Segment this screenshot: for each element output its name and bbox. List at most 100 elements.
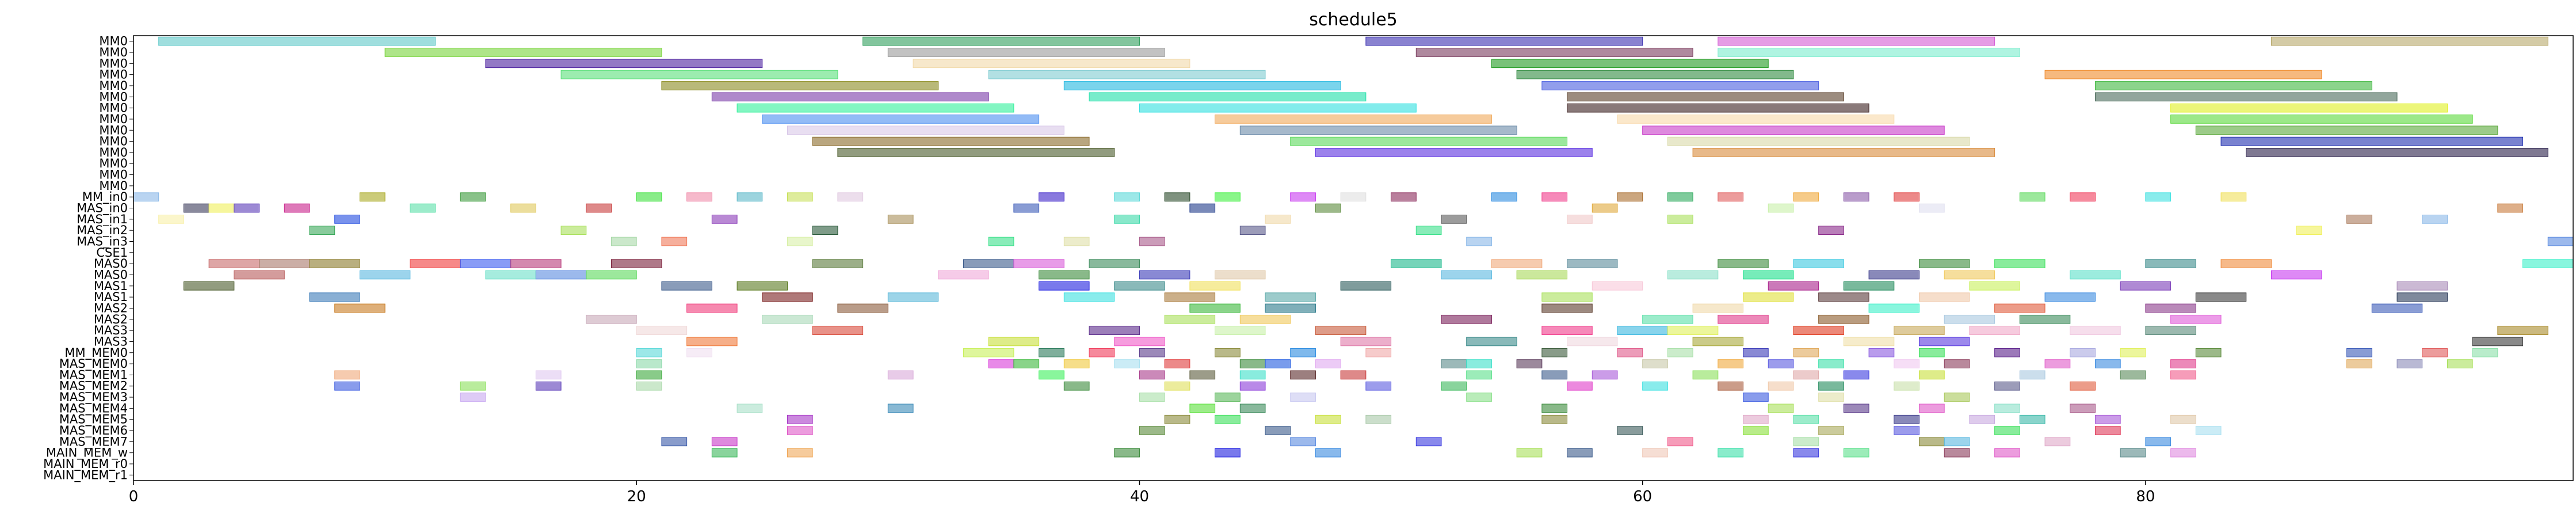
task-bar (1114, 359, 1140, 368)
task-bar (2170, 314, 2222, 324)
task-bar (1415, 48, 1693, 57)
task-bar (2346, 215, 2372, 224)
y-tick-label: MAIN_MEM_r0 (43, 457, 128, 471)
task-bar (334, 215, 360, 224)
task-bar (1994, 259, 2045, 269)
task-bar (1667, 192, 1693, 202)
task-bar (1617, 348, 1643, 357)
task-bar (1667, 348, 1693, 357)
task-bar (736, 192, 763, 202)
task-bar (1919, 370, 1945, 380)
task-bar (1919, 337, 1970, 346)
task-bar (1818, 359, 1844, 368)
task-bar (1642, 381, 1668, 391)
task-bar (2120, 370, 2146, 380)
task-bar (1868, 348, 1895, 357)
task-bar (2044, 359, 2071, 368)
task-bar (1667, 270, 1719, 280)
task-bar (1039, 370, 1064, 380)
task-bar (1265, 303, 1316, 313)
task-bar (234, 203, 260, 213)
task-bar (2472, 348, 2498, 357)
y-tick-label: MAS1 (94, 290, 128, 304)
task-bar (812, 226, 838, 235)
task-bar (1215, 115, 1492, 124)
task-bar (2019, 314, 2071, 324)
task-bar (1063, 359, 1090, 368)
task-bar (1089, 348, 1115, 357)
task-bar (1215, 414, 1241, 424)
task-bar (1667, 215, 1693, 224)
task-bar (2396, 292, 2448, 302)
task-bar (1189, 403, 1216, 413)
task-bar (1994, 426, 2020, 435)
y-tick-label: MAS_in3 (77, 235, 128, 249)
task-bar (1894, 192, 1920, 202)
task-bar (1441, 314, 1492, 324)
task-bar (2195, 348, 2222, 357)
task-bar (1466, 393, 1492, 402)
task-bar (2145, 192, 2172, 202)
task-bar (686, 337, 738, 346)
task-bar (1290, 192, 1316, 202)
task-bar (1365, 36, 1643, 46)
task-bar (1265, 215, 1291, 224)
task-bar (1139, 237, 1165, 246)
task-bar (1919, 203, 1945, 213)
task-bar (1114, 215, 1140, 224)
task-bar (1868, 303, 1920, 313)
task-bar (1466, 359, 1492, 368)
task-bar (2396, 359, 2423, 368)
task-bar (2220, 136, 2524, 146)
task-bar (1340, 337, 1392, 346)
task-bar (1667, 326, 1719, 335)
task-bar (837, 192, 864, 202)
y-tick-label: MAIN_MEM_w (46, 446, 128, 460)
task-bar (2195, 426, 2222, 435)
task-bar (1944, 359, 1970, 368)
task-bar (2396, 281, 2448, 291)
task-bar (1415, 437, 1442, 447)
task-bar (1642, 314, 1693, 324)
task-bar (1265, 292, 1316, 302)
task-bar (1743, 270, 1794, 280)
task-bar (1239, 370, 1266, 380)
task-bar (2346, 348, 2372, 357)
task-bar (2070, 348, 2096, 357)
y-tick-label: MM0 (99, 146, 128, 159)
y-tick-label: MAS_MEM7 (59, 435, 128, 449)
task-bar (661, 237, 688, 246)
task-bar (1919, 292, 1970, 302)
task-bar (309, 226, 335, 235)
task-bar (2044, 437, 2071, 447)
y-tick-label: MM0 (99, 45, 128, 59)
task-bar (812, 259, 864, 269)
task-bars (133, 36, 2574, 458)
task-bar (2346, 359, 2372, 368)
task-bar (2497, 326, 2548, 335)
task-bar (1013, 259, 1064, 269)
task-bar (1944, 314, 1995, 324)
task-bar (1039, 192, 1064, 202)
task-bar (1768, 281, 1819, 291)
task-bar (2019, 370, 2045, 380)
task-bar (1239, 359, 1266, 368)
task-bar (1491, 59, 1769, 68)
task-bar (1290, 136, 1568, 146)
task-bar (1919, 348, 1945, 357)
task-bar (887, 370, 914, 380)
task-bar (1441, 215, 1467, 224)
task-bar (1063, 237, 1090, 246)
task-bar (1743, 292, 1794, 302)
task-bar (837, 303, 888, 313)
y-tick-label: MM0 (99, 101, 128, 115)
task-bar (963, 348, 1014, 357)
task-bar (359, 192, 386, 202)
y-tick-label: MM0 (99, 35, 128, 48)
task-bar (2094, 426, 2121, 435)
y-tick-label: MM0 (99, 68, 128, 82)
task-bar (1315, 203, 1341, 213)
task-bar (1139, 393, 1165, 402)
task-bar (1843, 448, 1869, 458)
task-bar (1164, 314, 1216, 324)
